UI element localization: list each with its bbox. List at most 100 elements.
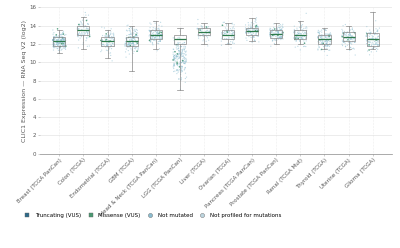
Point [101,43,107,47]
Point [298,36,305,40]
Point [302,31,308,35]
Point [298,32,304,36]
Point [181,56,187,60]
Point [76,33,82,37]
Point [108,39,115,43]
Point [59,36,65,40]
Point [60,37,66,41]
Point [55,48,62,52]
Point [242,23,249,27]
Point [252,18,259,22]
Point [280,37,286,41]
Point [366,37,373,41]
Point [343,39,350,43]
Point [56,41,63,45]
Point [77,36,83,40]
Point [255,30,261,33]
Point [302,31,309,35]
Point [83,19,90,23]
Point [300,34,307,38]
Point [58,42,65,46]
Point [135,36,141,40]
Point [135,48,141,52]
Point [275,33,281,37]
Point [122,43,128,47]
Point [199,28,205,32]
Point [276,26,283,30]
Point [58,38,64,42]
Point [172,57,178,61]
Point [295,32,302,36]
Point [55,38,62,42]
Point [291,28,298,31]
Point [320,40,326,44]
Point [369,42,375,46]
Point [57,46,63,50]
Point [250,34,256,38]
Point [175,43,181,47]
Point [323,41,330,45]
Point [328,37,334,41]
Point [323,35,329,39]
Point [370,38,376,42]
Point [174,55,181,59]
Point [130,41,136,45]
Point [50,38,56,42]
Point [325,38,332,42]
Point [254,29,261,33]
Point [179,64,185,68]
Point [294,33,300,37]
Point [207,30,213,34]
Point [181,61,187,65]
Point [275,30,282,33]
Point [107,32,114,36]
Point [155,27,161,31]
Point [326,38,332,42]
Point [270,38,276,42]
Point [60,29,67,33]
Point [266,32,273,36]
Point [110,36,116,40]
Point [245,28,251,32]
Point [52,44,59,48]
Point [319,37,325,41]
Point [80,32,86,36]
Point [150,33,157,37]
Point [61,38,67,42]
Point [132,46,138,50]
Point [53,38,60,42]
Point [326,33,332,37]
Point [107,42,113,46]
Point [370,42,377,46]
Point [177,53,183,57]
Point [293,34,300,38]
Point [110,31,117,35]
Point [315,47,321,51]
Point [50,38,56,42]
Point [59,41,65,45]
Point [104,42,111,46]
Point [366,43,372,47]
Point [106,47,112,51]
Point [325,44,331,48]
Point [316,34,323,38]
Point [376,42,382,46]
Point [326,48,333,52]
Point [58,48,64,52]
Point [106,40,113,44]
Point [54,40,60,44]
Point [60,42,66,46]
Point [272,27,279,31]
Point [78,19,84,23]
Point [50,35,57,39]
Point [272,37,279,41]
Point [178,78,184,82]
Point [99,38,106,42]
Point [280,22,286,26]
Point [104,34,110,38]
Point [363,34,369,38]
Point [174,69,180,73]
Point [54,39,60,43]
Point [364,39,371,43]
Point [127,39,133,43]
